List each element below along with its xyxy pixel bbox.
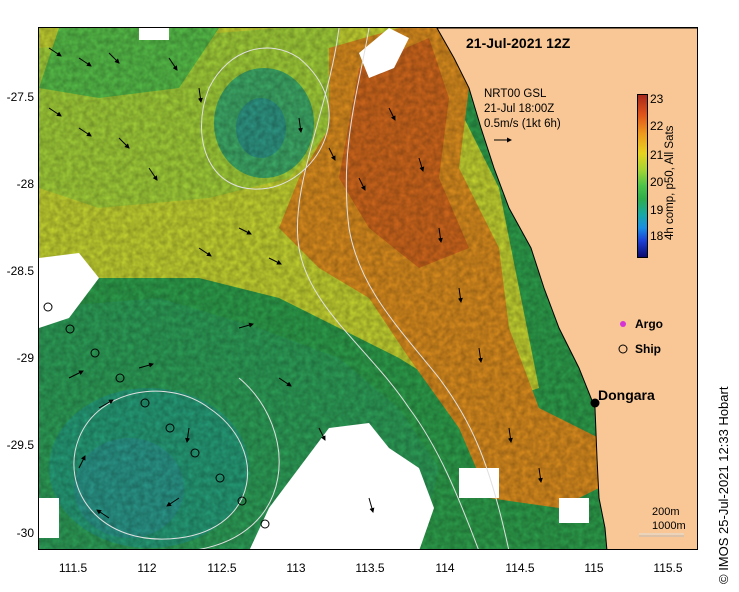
cbar-tick-23: 23 <box>650 92 664 106</box>
lon-tick-112-5: 112.5 <box>207 561 237 575</box>
lon-tick-114: 114 <box>435 561 455 575</box>
cloud-gaps <box>39 28 589 549</box>
cbar-tick-20: 20 <box>650 175 664 189</box>
argo-key-label: Argo <box>635 317 663 331</box>
lat-tick-28: -28 <box>16 177 34 191</box>
lon-tick-112: 112 <box>137 561 157 575</box>
legend-source: NRT00 GSL <box>484 88 547 100</box>
lon-tick-113: 113 <box>286 561 306 575</box>
cbar-tick-18: 18 <box>650 229 664 243</box>
current-vectors <box>48 47 543 519</box>
lon-tick-115-5: 115.5 <box>653 561 683 575</box>
ship-key-label: Ship <box>635 342 661 356</box>
depth-key-label-200: 200m <box>652 506 680 518</box>
depth-key-label-1000: 1000m <box>652 520 686 532</box>
legend-time: 21-Jul 18:00Z <box>484 103 555 115</box>
depth-contours <box>73 28 510 549</box>
lat-tick-29: -29 <box>16 351 34 365</box>
colorbar <box>637 94 648 258</box>
sst-map <box>38 27 698 550</box>
colorbar-label: 4h comp, p50, All Sats <box>664 125 676 240</box>
legend-scale: 0.5m/s (1kt 6h) <box>484 118 561 130</box>
ship-key-symbol <box>618 344 628 354</box>
cbar-tick-22: 22 <box>650 119 664 133</box>
place-label-dongara: Dongara <box>598 387 655 403</box>
argo-key-symbol <box>620 321 626 327</box>
lat-tick-28-5: -28.5 <box>6 264 34 278</box>
credit-line: © IMOS 25-Jul-2021 12:33 Hobart <box>716 386 731 584</box>
lat-tick-27-5: -27.5 <box>6 90 34 104</box>
cbar-tick-21: 21 <box>650 148 664 162</box>
map-title: 21-Jul-2021 12Z <box>466 35 571 51</box>
lon-tick-115: 115 <box>584 561 604 575</box>
lon-tick-111-5: 111.5 <box>58 561 88 575</box>
dongara-marker <box>590 398 600 408</box>
ship-track <box>43 302 270 529</box>
land-australia <box>436 28 697 549</box>
lat-tick-29-5: -29.5 <box>6 438 34 452</box>
lat-tick-30: -30 <box>16 526 34 540</box>
cbar-tick-19: 19 <box>650 203 664 217</box>
lon-tick-113-5: 113.5 <box>355 561 385 575</box>
lon-tick-114-5: 114.5 <box>505 561 535 575</box>
map-canvas <box>39 28 697 549</box>
